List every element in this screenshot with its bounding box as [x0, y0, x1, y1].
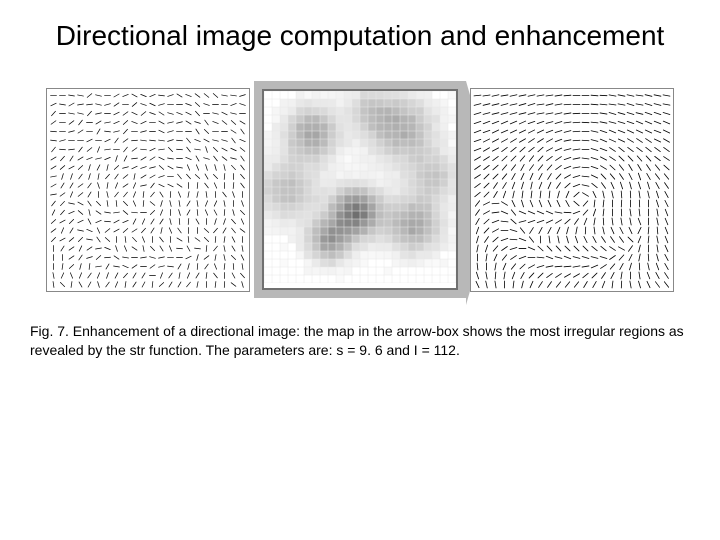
page-title: Directional image computation and enhanc…	[0, 0, 720, 61]
right-vector-panel	[470, 88, 674, 292]
heatmap-svg	[264, 91, 456, 283]
figure-row	[0, 81, 720, 298]
irregularity-heatmap-panel	[262, 89, 458, 290]
left-vector-panel	[46, 88, 250, 292]
figure-caption: Fig. 7. Enhancement of a directional ima…	[0, 298, 720, 360]
arrow-box-frame	[254, 81, 466, 298]
left-vector-svg	[47, 89, 249, 291]
right-vector-svg	[471, 89, 673, 291]
